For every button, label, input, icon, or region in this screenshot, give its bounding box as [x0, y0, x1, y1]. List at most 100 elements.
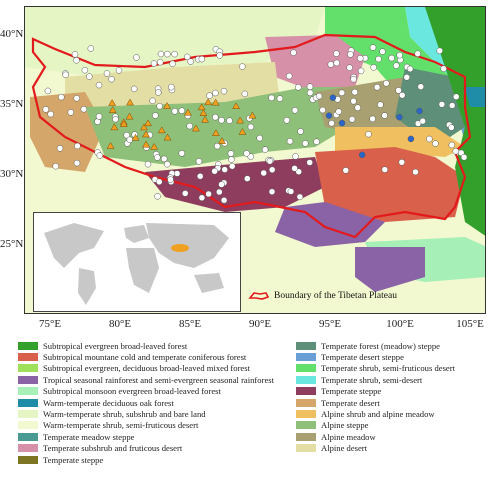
region-oak-forest — [465, 87, 485, 107]
legend-label: Temperate shrub, semi-fruticous desert — [321, 363, 455, 374]
legend-label: Temperate desert steppe — [321, 352, 404, 363]
sample-site-marker — [96, 152, 104, 159]
continent-south-america — [78, 268, 96, 305]
x-tick-105: 105°E — [456, 318, 484, 330]
sample-site-marker — [448, 141, 456, 149]
region-evergreen-broadleaf-forest — [425, 7, 485, 236]
sample-site-marker — [306, 159, 313, 166]
legend-column-left: Subtropical evergreen broad-leaved fores… — [18, 340, 274, 465]
sample-site-marker — [156, 58, 164, 66]
world-map-svg — [44, 223, 229, 305]
sample-site-marker — [218, 181, 225, 188]
legend-swatch — [18, 398, 38, 407]
sample-site-marker — [169, 60, 176, 68]
sample-site-marker — [381, 166, 389, 173]
sample-site-triangle — [126, 98, 134, 106]
sample-site-marker — [393, 62, 400, 69]
sample-site-marker — [452, 93, 460, 100]
sample-site-marker — [216, 52, 223, 59]
sample-site-marker — [71, 51, 79, 58]
legend-item: Alpine desert — [296, 443, 455, 454]
legend-item: Temperate shrub, semi-fruticous desert — [296, 363, 455, 374]
y-tick-30: 30°N — [0, 168, 24, 180]
sample-site-marker — [370, 64, 377, 71]
sample-site-marker — [357, 67, 365, 75]
boundary-legend: Boundary of the Tibetan Plateau — [248, 291, 397, 301]
sample-site-marker — [154, 193, 161, 200]
sample-site-marker — [58, 93, 65, 101]
sample-site-marker — [276, 95, 284, 102]
sample-site-marker — [297, 128, 304, 135]
sample-site-triangle — [201, 115, 209, 123]
sample-site-marker — [268, 94, 275, 102]
sample-site-marker — [369, 44, 377, 51]
legend-label: Warm-temperate deciduous oak forest — [43, 397, 174, 408]
sample-site-marker — [171, 50, 178, 58]
legend-column-right: Temperate forest (meadow) steppe Temperat… — [296, 340, 455, 454]
sample-site-triangle — [211, 129, 220, 136]
legend-item: Temperate desert — [296, 397, 455, 408]
sample-site-triangle — [119, 120, 128, 128]
sample-site-marker — [95, 113, 103, 120]
sample-site-marker — [226, 117, 233, 124]
legend-item: Warm-temperate shrub, subshrub and bare … — [18, 408, 274, 419]
sample-site-triangle — [142, 130, 150, 138]
legend-label: Temperate meadow steppe — [43, 431, 135, 442]
sample-site-marker — [283, 117, 291, 124]
legend-swatch — [296, 387, 316, 396]
sample-site-marker — [156, 102, 163, 110]
sample-site-triangle — [211, 98, 220, 106]
sample-site-marker — [186, 122, 193, 130]
sample-site-marker — [452, 148, 460, 155]
sample-site-marker — [260, 169, 267, 177]
legend-label: Alpine meadow — [321, 431, 376, 442]
sample-site-triangle — [110, 123, 119, 131]
sample-site-triangle — [191, 124, 200, 132]
sample-site-marker — [47, 110, 54, 118]
continent-australia — [194, 273, 224, 293]
sample-site-triangle — [236, 116, 245, 124]
sample-site-marker — [383, 80, 390, 87]
sample-site-marker — [295, 84, 302, 91]
sample-site-marker — [244, 175, 251, 182]
legend-label: Temperate steppe — [321, 386, 382, 397]
legend-item: Alpine shrub and alpine meadow — [296, 408, 455, 419]
sample-site-marker — [373, 83, 381, 91]
sample-site-marker — [313, 138, 320, 145]
sample-site-marker — [73, 159, 81, 167]
sample-site-marker — [403, 74, 411, 81]
sample-site-marker — [228, 156, 235, 163]
sample-site-marker — [287, 188, 295, 195]
sample-site-triangle — [218, 137, 226, 144]
sample-sites — [42, 44, 468, 204]
sample-site-marker — [216, 188, 223, 196]
sample-site-triangle — [184, 108, 192, 116]
sample-site-marker — [87, 45, 95, 52]
sample-site-marker — [381, 112, 388, 119]
sample-site-marker — [365, 130, 372, 138]
sample-site-marker — [319, 106, 326, 114]
sample-site-marker — [369, 115, 376, 123]
sample-site-marker — [388, 54, 395, 62]
x-tick-95: 95°E — [318, 318, 342, 330]
sample-site-marker — [168, 83, 175, 91]
legend-swatch — [296, 353, 316, 362]
sample-site-marker — [181, 190, 189, 197]
legend-item: Tropical seasonal rainforest and semi-ev… — [18, 374, 274, 385]
legend-swatch — [296, 410, 316, 419]
sample-site-marker — [419, 117, 426, 125]
sample-site-triangle — [108, 106, 117, 113]
legend-swatch — [296, 398, 316, 407]
legend-label: Subtropical mountane cold and temperate … — [43, 352, 247, 363]
sample-site-marker — [247, 123, 255, 131]
sample-site-marker — [154, 154, 161, 161]
sample-site-marker — [448, 124, 455, 131]
sample-site-marker — [228, 162, 236, 170]
sample-site-marker — [460, 154, 468, 161]
map-panel: Boundary of the Tibetan Plateau — [24, 6, 486, 314]
sample-site-marker — [164, 50, 171, 58]
sample-site-marker — [178, 107, 186, 114]
sample-site-triangle — [197, 103, 206, 111]
sample-site-marker — [241, 90, 249, 98]
legend-label: Temperate desert — [321, 397, 380, 408]
